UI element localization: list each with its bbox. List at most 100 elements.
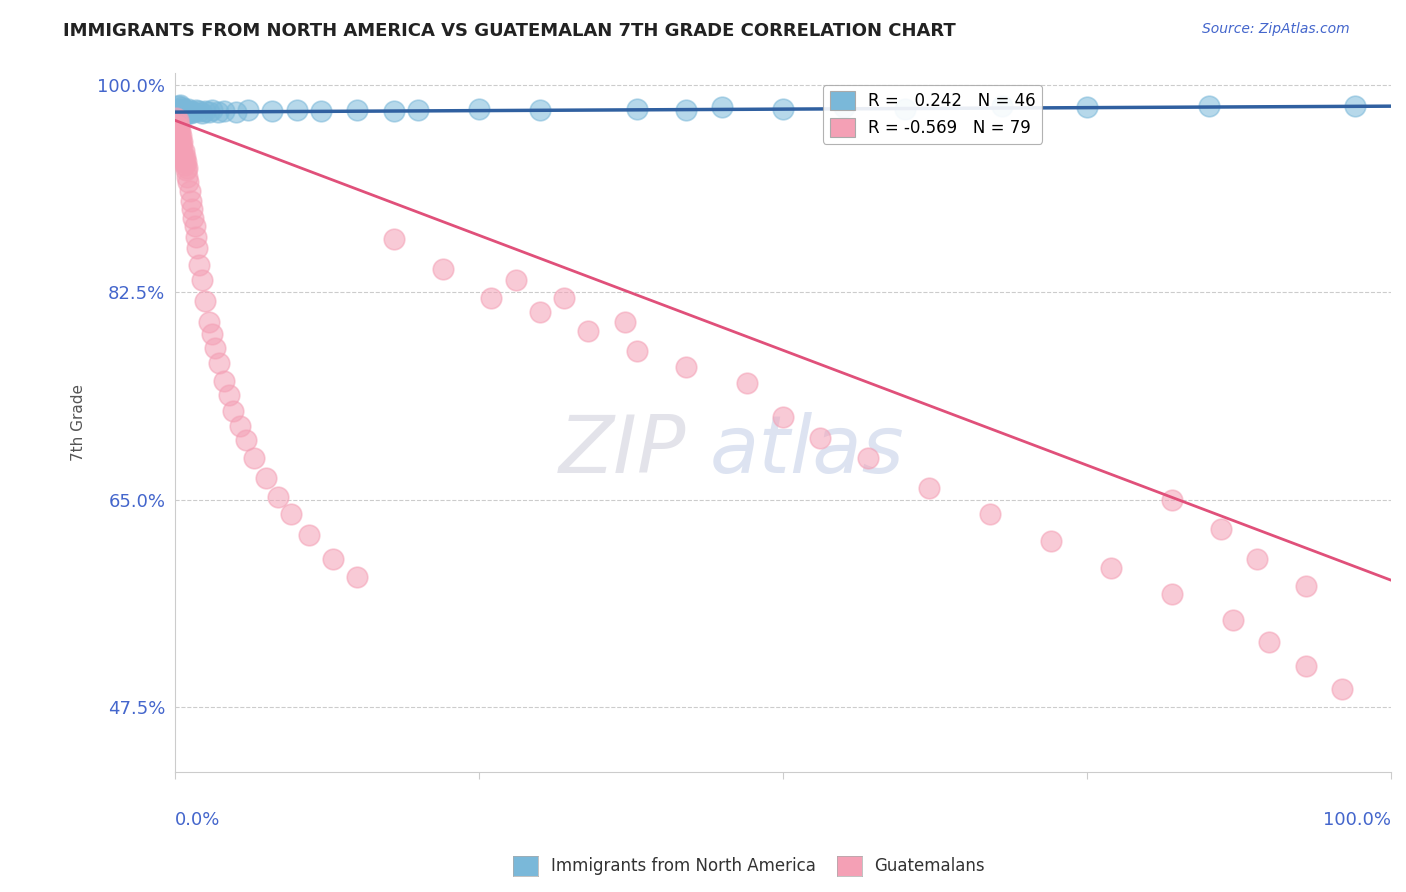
- Point: [191, 273, 214, 287]
- Text: Guatemalans: Guatemalans: [875, 857, 986, 875]
- Point: [188, 258, 211, 272]
- Point: [208, 356, 231, 370]
- Point: [198, 315, 221, 329]
- Point: [166, 116, 188, 130]
- Point: [735, 376, 758, 391]
- Point: [176, 170, 198, 185]
- Point: [382, 232, 405, 246]
- Point: [1246, 552, 1268, 566]
- Point: [505, 273, 527, 287]
- Point: [169, 105, 191, 120]
- Point: [166, 121, 188, 136]
- Point: [167, 107, 190, 121]
- Point: [166, 113, 188, 128]
- Point: [1222, 614, 1244, 628]
- Point: [170, 128, 193, 143]
- Point: [675, 103, 697, 117]
- Point: [991, 99, 1014, 113]
- Point: [207, 105, 229, 120]
- Point: [204, 341, 226, 355]
- Point: [181, 211, 204, 225]
- Point: [179, 185, 201, 199]
- Point: [613, 315, 636, 329]
- Point: [553, 291, 575, 305]
- Text: IMMIGRANTS FROM NORTH AMERICA VS GUATEMALAN 7TH GRADE CORRELATION CHART: IMMIGRANTS FROM NORTH AMERICA VS GUATEMA…: [63, 22, 956, 40]
- Point: [173, 154, 195, 169]
- Point: [1076, 100, 1098, 114]
- Point: [172, 149, 194, 163]
- Point: [262, 103, 284, 118]
- Point: [172, 135, 194, 149]
- Point: [200, 103, 222, 117]
- Point: [173, 102, 195, 116]
- Point: [1331, 682, 1354, 697]
- Point: [180, 103, 202, 118]
- Point: [186, 241, 208, 255]
- Point: [188, 103, 211, 118]
- Point: [772, 409, 794, 424]
- Point: [174, 163, 197, 178]
- Point: [382, 103, 405, 118]
- Point: [309, 103, 332, 118]
- Text: Immigrants from North America: Immigrants from North America: [551, 857, 815, 875]
- Point: [167, 125, 190, 139]
- Text: atlas: atlas: [710, 411, 905, 490]
- Y-axis label: 7th Grade: 7th Grade: [72, 384, 86, 461]
- Point: [165, 103, 187, 118]
- Point: [170, 139, 193, 153]
- Point: [406, 103, 429, 117]
- Point: [181, 105, 204, 120]
- Point: [167, 128, 190, 143]
- Point: [1295, 579, 1317, 593]
- Point: [172, 103, 194, 118]
- Point: [346, 569, 368, 583]
- Point: [298, 528, 321, 542]
- Point: [1039, 534, 1062, 549]
- Point: [200, 326, 222, 341]
- Point: [479, 291, 502, 305]
- Point: [1161, 587, 1184, 601]
- Point: [529, 305, 551, 319]
- Point: [1161, 492, 1184, 507]
- Point: [170, 136, 193, 150]
- Point: [173, 150, 195, 164]
- Point: [243, 451, 266, 466]
- Point: [170, 106, 193, 120]
- Point: [228, 419, 250, 434]
- Point: [346, 103, 368, 117]
- Point: [626, 344, 648, 359]
- Point: [173, 144, 195, 158]
- Point: [177, 175, 200, 189]
- Point: [167, 120, 190, 135]
- Text: Source: ZipAtlas.com: Source: ZipAtlas.com: [1202, 22, 1350, 37]
- Point: [173, 158, 195, 172]
- Point: [169, 124, 191, 138]
- Point: [181, 202, 204, 217]
- Point: [254, 471, 277, 485]
- Point: [212, 374, 235, 388]
- Point: [165, 111, 187, 125]
- Point: [225, 105, 247, 120]
- Text: ZIP: ZIP: [558, 411, 686, 490]
- Point: [432, 261, 454, 276]
- Point: [918, 481, 941, 495]
- Point: [578, 324, 600, 338]
- Point: [191, 106, 214, 120]
- Point: [1099, 561, 1122, 575]
- Point: [808, 431, 831, 445]
- Point: [170, 100, 193, 114]
- Point: [285, 103, 308, 117]
- Point: [222, 403, 245, 417]
- Point: [893, 102, 915, 116]
- Point: [173, 151, 195, 165]
- Point: [167, 102, 190, 116]
- Point: [772, 102, 794, 116]
- Point: [174, 107, 197, 121]
- Point: [979, 507, 1001, 521]
- Point: [180, 194, 202, 208]
- Point: [172, 107, 194, 121]
- Point: [1198, 99, 1220, 113]
- Point: [184, 229, 207, 244]
- Point: [1295, 658, 1317, 673]
- Point: [169, 131, 191, 145]
